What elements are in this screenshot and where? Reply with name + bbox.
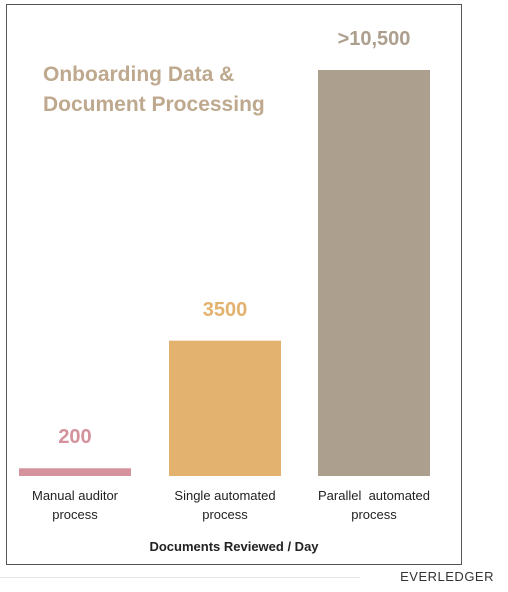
chart-title: Onboarding Data & Document Processing: [43, 63, 265, 116]
x-tick-label: Parallel automated process: [317, 488, 434, 522]
x-tick-label: Manual auditor process: [32, 488, 122, 522]
logo: EVERLEDGER: [400, 569, 494, 584]
bar: [318, 70, 430, 476]
chart-frame: [6, 4, 462, 565]
bar: [169, 340, 281, 476]
value-label: 3500: [202, 298, 248, 321]
value-label: 200: [58, 426, 92, 449]
value-label: >10,500: [337, 28, 411, 50]
x-axis-label: Documents Reviewed / Day: [149, 539, 319, 554]
bar: [19, 468, 131, 476]
x-tick-label: Single automated process: [174, 488, 280, 522]
divider: [0, 577, 360, 578]
